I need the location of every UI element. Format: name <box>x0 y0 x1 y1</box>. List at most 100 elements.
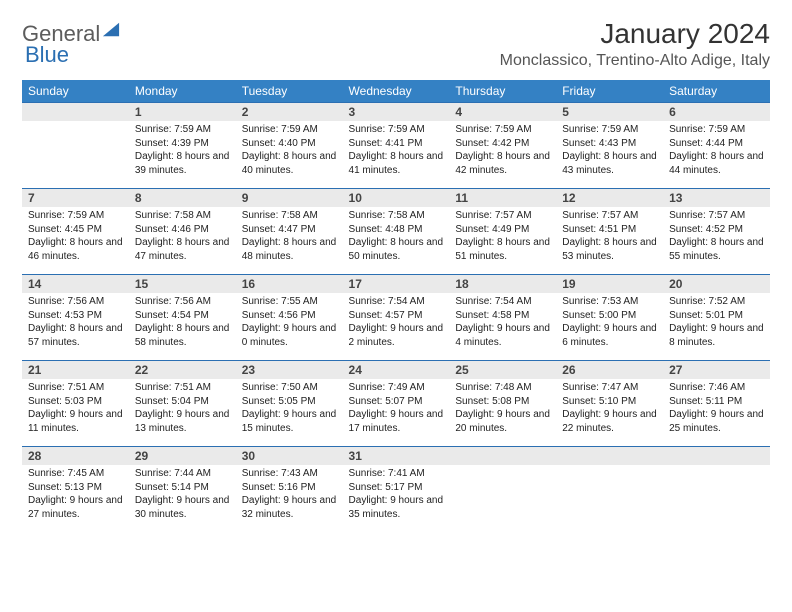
sunset-text: Sunset: 5:10 PM <box>562 395 657 409</box>
daylight-text: Daylight: 9 hours and 8 minutes. <box>669 322 764 349</box>
daylight-text: Daylight: 9 hours and 32 minutes. <box>242 494 337 521</box>
day-header: Monday <box>129 80 236 102</box>
calendar-week: 28Sunrise: 7:45 AMSunset: 5:13 PMDayligh… <box>22 446 770 532</box>
day-body: Sunrise: 7:56 AMSunset: 4:53 PMDaylight:… <box>22 293 129 355</box>
day-number-row: 9 <box>236 188 343 207</box>
day-number-row: 1 <box>129 102 236 121</box>
calendar-cell <box>449 446 556 532</box>
sunrise-text: Sunrise: 7:57 AM <box>455 209 550 223</box>
day-body: Sunrise: 7:51 AMSunset: 5:03 PMDaylight:… <box>22 379 129 441</box>
day-body: Sunrise: 7:48 AMSunset: 5:08 PMDaylight:… <box>449 379 556 441</box>
daylight-text: Daylight: 8 hours and 41 minutes. <box>349 150 444 177</box>
sunset-text: Sunset: 4:53 PM <box>28 309 123 323</box>
sunrise-text: Sunrise: 7:59 AM <box>135 123 230 137</box>
sunset-text: Sunset: 4:43 PM <box>562 137 657 151</box>
calendar-cell <box>22 102 129 188</box>
sunset-text: Sunset: 4:56 PM <box>242 309 337 323</box>
day-number-row: 26 <box>556 360 663 379</box>
day-number-row: 22 <box>129 360 236 379</box>
sunrise-text: Sunrise: 7:55 AM <box>242 295 337 309</box>
sunrise-text: Sunrise: 7:43 AM <box>242 467 337 481</box>
day-number-row: 7 <box>22 188 129 207</box>
day-number-row: 14 <box>22 274 129 293</box>
calendar-cell: 2Sunrise: 7:59 AMSunset: 4:40 PMDaylight… <box>236 102 343 188</box>
day-number-row <box>663 446 770 465</box>
calendar-cell: 20Sunrise: 7:52 AMSunset: 5:01 PMDayligh… <box>663 274 770 360</box>
sunrise-text: Sunrise: 7:45 AM <box>28 467 123 481</box>
daylight-text: Daylight: 9 hours and 17 minutes. <box>349 408 444 435</box>
day-number-row: 24 <box>343 360 450 379</box>
day-number: 27 <box>663 361 770 379</box>
sunset-text: Sunset: 4:58 PM <box>455 309 550 323</box>
sunrise-text: Sunrise: 7:56 AM <box>28 295 123 309</box>
sunset-text: Sunset: 4:52 PM <box>669 223 764 237</box>
sunrise-text: Sunrise: 7:41 AM <box>349 467 444 481</box>
day-number: 30 <box>236 447 343 465</box>
day-number: 26 <box>556 361 663 379</box>
sunset-text: Sunset: 5:03 PM <box>28 395 123 409</box>
day-body: Sunrise: 7:51 AMSunset: 5:04 PMDaylight:… <box>129 379 236 441</box>
day-body: Sunrise: 7:45 AMSunset: 5:13 PMDaylight:… <box>22 465 129 527</box>
sunrise-text: Sunrise: 7:51 AM <box>135 381 230 395</box>
sunset-text: Sunset: 4:41 PM <box>349 137 444 151</box>
daylight-text: Daylight: 9 hours and 22 minutes. <box>562 408 657 435</box>
daylight-text: Daylight: 9 hours and 30 minutes. <box>135 494 230 521</box>
day-number-row: 2 <box>236 102 343 121</box>
day-number-row: 10 <box>343 188 450 207</box>
sunrise-text: Sunrise: 7:46 AM <box>669 381 764 395</box>
day-body: Sunrise: 7:58 AMSunset: 4:47 PMDaylight:… <box>236 207 343 269</box>
daylight-text: Daylight: 8 hours and 43 minutes. <box>562 150 657 177</box>
calendar-cell: 22Sunrise: 7:51 AMSunset: 5:04 PMDayligh… <box>129 360 236 446</box>
sunrise-text: Sunrise: 7:58 AM <box>242 209 337 223</box>
sunrise-text: Sunrise: 7:44 AM <box>135 467 230 481</box>
day-number-row: 4 <box>449 102 556 121</box>
sunrise-text: Sunrise: 7:50 AM <box>242 381 337 395</box>
header-right: January 2024 Monclassico, Trentino-Alto … <box>500 18 770 70</box>
day-number: 6 <box>663 103 770 121</box>
day-body: Sunrise: 7:59 AMSunset: 4:44 PMDaylight:… <box>663 121 770 183</box>
sunrise-text: Sunrise: 7:59 AM <box>562 123 657 137</box>
calendar-head: SundayMondayTuesdayWednesdayThursdayFrid… <box>22 80 770 102</box>
daylight-text: Daylight: 8 hours and 46 minutes. <box>28 236 123 263</box>
calendar-cell: 17Sunrise: 7:54 AMSunset: 4:57 PMDayligh… <box>343 274 450 360</box>
calendar-body: 1Sunrise: 7:59 AMSunset: 4:39 PMDaylight… <box>22 102 770 532</box>
day-body: Sunrise: 7:50 AMSunset: 5:05 PMDaylight:… <box>236 379 343 441</box>
calendar-cell: 11Sunrise: 7:57 AMSunset: 4:49 PMDayligh… <box>449 188 556 274</box>
calendar-cell: 30Sunrise: 7:43 AMSunset: 5:16 PMDayligh… <box>236 446 343 532</box>
day-number-row <box>449 446 556 465</box>
sunset-text: Sunset: 5:04 PM <box>135 395 230 409</box>
calendar-cell: 27Sunrise: 7:46 AMSunset: 5:11 PMDayligh… <box>663 360 770 446</box>
day-header: Sunday <box>22 80 129 102</box>
daylight-text: Daylight: 8 hours and 50 minutes. <box>349 236 444 263</box>
sunrise-text: Sunrise: 7:53 AM <box>562 295 657 309</box>
daylight-text: Daylight: 8 hours and 58 minutes. <box>135 322 230 349</box>
calendar-cell: 28Sunrise: 7:45 AMSunset: 5:13 PMDayligh… <box>22 446 129 532</box>
day-header: Friday <box>556 80 663 102</box>
day-number-row <box>556 446 663 465</box>
sunset-text: Sunset: 5:17 PM <box>349 481 444 495</box>
day-body: Sunrise: 7:52 AMSunset: 5:01 PMDaylight:… <box>663 293 770 355</box>
day-number: 2 <box>236 103 343 121</box>
day-number: 13 <box>663 189 770 207</box>
day-body: Sunrise: 7:53 AMSunset: 5:00 PMDaylight:… <box>556 293 663 355</box>
calendar-cell: 3Sunrise: 7:59 AMSunset: 4:41 PMDaylight… <box>343 102 450 188</box>
day-number: 19 <box>556 275 663 293</box>
calendar-cell: 1Sunrise: 7:59 AMSunset: 4:39 PMDaylight… <box>129 102 236 188</box>
sunrise-text: Sunrise: 7:57 AM <box>669 209 764 223</box>
day-number: 24 <box>343 361 450 379</box>
day-body: Sunrise: 7:59 AMSunset: 4:42 PMDaylight:… <box>449 121 556 183</box>
day-number-row: 11 <box>449 188 556 207</box>
sunset-text: Sunset: 5:13 PM <box>28 481 123 495</box>
sunset-text: Sunset: 4:51 PM <box>562 223 657 237</box>
sunrise-text: Sunrise: 7:52 AM <box>669 295 764 309</box>
sunrise-text: Sunrise: 7:58 AM <box>135 209 230 223</box>
calendar-cell: 13Sunrise: 7:57 AMSunset: 4:52 PMDayligh… <box>663 188 770 274</box>
sunset-text: Sunset: 5:08 PM <box>455 395 550 409</box>
daylight-text: Daylight: 8 hours and 57 minutes. <box>28 322 123 349</box>
daylight-text: Daylight: 9 hours and 4 minutes. <box>455 322 550 349</box>
calendar-cell: 8Sunrise: 7:58 AMSunset: 4:46 PMDaylight… <box>129 188 236 274</box>
daylight-text: Daylight: 9 hours and 11 minutes. <box>28 408 123 435</box>
day-number: 20 <box>663 275 770 293</box>
sunrise-text: Sunrise: 7:59 AM <box>242 123 337 137</box>
day-number: 3 <box>343 103 450 121</box>
